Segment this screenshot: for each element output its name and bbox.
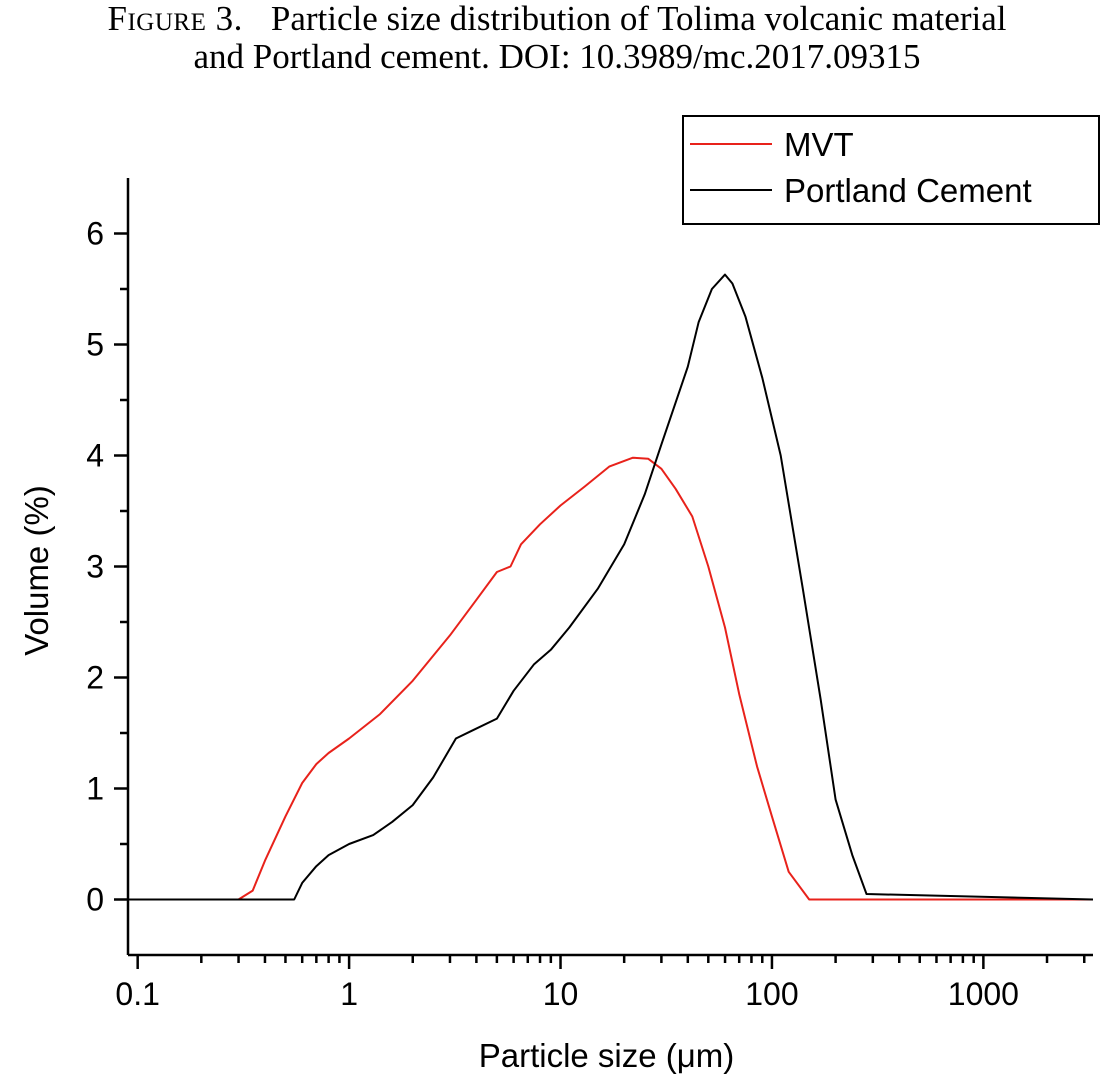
x-tick-label: 100 [745,976,798,1012]
y-tick-label: 3 [86,549,104,585]
x-axis-title: Particle size (μm) [479,1037,735,1074]
x-tick-label: 10 [543,976,579,1012]
caption-line-1: Figure 3. Particle size distribution of T… [0,0,1114,38]
y-axis-title: Volume (%) [18,485,55,656]
y-tick-label: 5 [86,327,104,363]
figure-caption: Figure 3. Particle size distribution of T… [0,0,1114,76]
legend-box [682,115,1100,225]
series-line-portland-cement [128,273,1094,901]
y-tick-label: 0 [86,882,104,918]
chart-axes: 0 1 2 3 4 5 6 0.1 1 10 100 1000 [86,178,1093,1012]
legend-entry-label: Portland Cement [784,172,1032,209]
y-tick-label: 2 [86,660,104,696]
y-tick-label: 6 [86,216,104,252]
y-tick-label: 4 [86,438,104,474]
series-line-mvt [128,456,1093,901]
caption-text-1: Particle size distribution of Tolima vol… [270,0,1007,38]
legend-entry-label: MVT [784,126,854,163]
chart-series [128,273,1094,901]
chart-legend: MVT Portland Cement [682,115,1100,225]
caption-label: Figure 3. [107,0,243,38]
x-tick-label: 0.1 [115,976,159,1012]
y-tick-label: 1 [86,771,104,807]
caption-line-2: and Portland cement. DOI: 10.3989/mc.201… [193,37,921,76]
x-tick-label: 1000 [948,976,1019,1012]
x-tick-label: 1 [340,976,358,1012]
